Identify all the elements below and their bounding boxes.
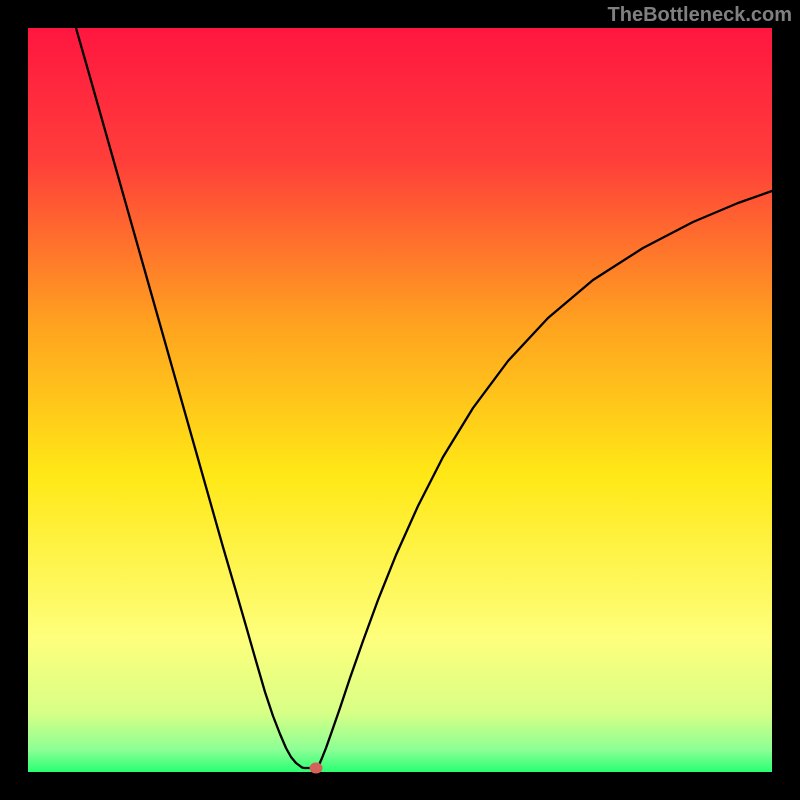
- minimum-marker: [310, 763, 323, 774]
- curve-line: [28, 28, 772, 772]
- plot-area: [28, 28, 772, 772]
- watermark-text: TheBottleneck.com: [608, 4, 792, 27]
- chart-container: TheBottleneck.com: [0, 0, 800, 800]
- gradient-background: [28, 28, 772, 772]
